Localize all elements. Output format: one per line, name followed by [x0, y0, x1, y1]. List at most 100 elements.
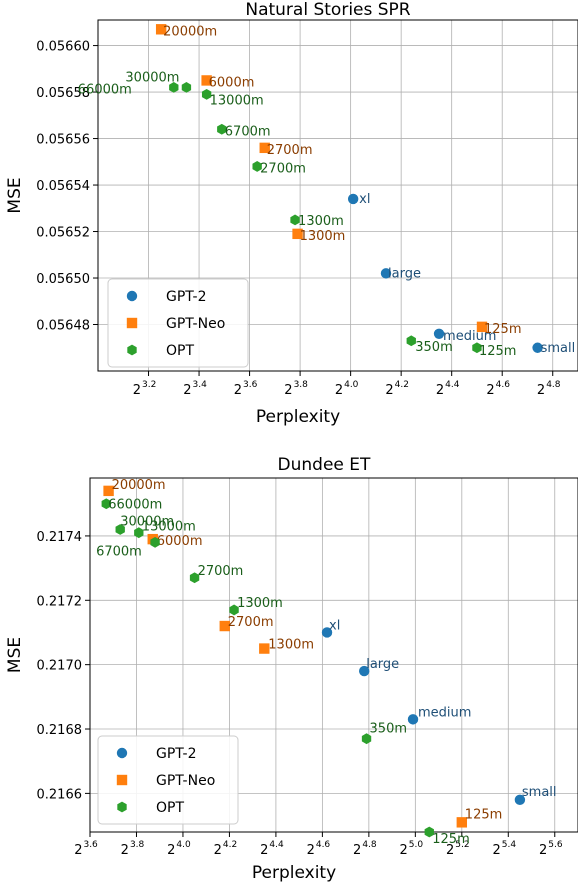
legend-box — [97, 735, 239, 825]
point-label-opt-6700m: 6700m — [225, 124, 271, 139]
x-tick-label: 23.6 — [74, 840, 98, 858]
point-gpt-2-large — [380, 268, 392, 279]
legend-label-gpt-neo: GPT-Neo — [166, 316, 225, 332]
point-label-gpt-neo-20000m: 20000m — [163, 24, 217, 39]
y-tick-label: 0.2170 — [37, 659, 83, 674]
y-tick-label: 0.2172 — [37, 594, 83, 609]
point-gpt-2-xl — [347, 193, 359, 205]
point-opt-125m — [472, 342, 482, 354]
point-gpt-neo-2700m — [219, 620, 230, 632]
y-tick-label: 0.05660 — [36, 40, 90, 55]
point-label-gpt-neo-1300m: 1300m — [268, 638, 314, 653]
point-label-gpt-neo-125m: 125m — [484, 322, 521, 337]
y-tick-label: 0.2174 — [37, 530, 83, 545]
x-tick-label: 24.6 — [486, 380, 510, 398]
point-label-opt-1300m: 1300m — [298, 214, 344, 229]
point-label-gpt-neo-1300m: 1300m — [300, 229, 346, 244]
chart-dundee: 23.6 23.8 24.0 24.2 24.4 24.6 24.8 25.0 25.2 25.4… — [5, 455, 578, 882]
point-label-opt-66000m: 66000m — [108, 498, 162, 513]
x-tick-label: 23.8 — [121, 840, 145, 858]
point-opt-2700m — [189, 572, 200, 584]
plot-frame — [97, 19, 578, 372]
point-label-opt-13000m: 13000m — [142, 520, 196, 535]
point-gpt-2-medium — [407, 714, 419, 725]
x-tick-label: 24.0 — [167, 840, 191, 858]
point-gpt-2-small — [532, 342, 543, 353]
point-opt-13000m — [201, 88, 212, 100]
legend-marker-gpt-neo — [126, 317, 138, 329]
x-tick-label: 24.8 — [353, 840, 377, 858]
point-label-gpt-2-xl: xl — [359, 192, 370, 207]
legend-marker-opt — [127, 344, 137, 356]
point-opt-30000m — [115, 524, 125, 535]
point-opt-350m — [361, 733, 372, 745]
point-label-opt-13000m: 13000m — [210, 93, 264, 108]
legend: GPT-2 GPT-Neo OPT — [97, 735, 239, 825]
point-opt-125m — [424, 826, 434, 838]
point-label-gpt-2-xl: xl — [329, 618, 340, 633]
y-tick-label: 0.2166 — [37, 787, 83, 802]
point-label-opt-2700m: 2700m — [198, 564, 244, 579]
point-gpt-neo-2700m — [259, 142, 270, 154]
x-tick-label: 23.2 — [133, 380, 157, 398]
y-axis-label: MSE — [5, 177, 25, 213]
point-gpt-neo-1300m — [259, 643, 270, 654]
point-gpt-neo-20000m — [103, 485, 114, 497]
y-tick-label: 0.05654 — [36, 179, 90, 194]
legend-box — [107, 278, 249, 368]
legend-label-opt: OPT — [156, 800, 184, 816]
point-label-gpt-neo-20000m: 20000m — [112, 478, 166, 493]
point-opt-2700m — [252, 161, 262, 172]
y-tick-label: 0.05656 — [36, 133, 90, 148]
legend-marker-gpt-2 — [116, 747, 128, 759]
point-label-opt-125m: 125m — [432, 832, 469, 847]
point-gpt-2-small — [514, 794, 526, 806]
x-tick-label: 24.0 — [335, 380, 359, 398]
point-opt-6700m — [217, 123, 227, 135]
point-opt-66000m — [169, 82, 179, 93]
x-tick-label: 25.6 — [539, 840, 563, 858]
y-tick-label: 0.05650 — [36, 272, 90, 287]
point-label-gpt-2-large: large — [388, 266, 421, 281]
x-tick-label: 24.4 — [260, 840, 284, 858]
x-tick-label: 24.6 — [307, 840, 331, 858]
point-gpt-neo-125m — [456, 817, 468, 828]
point-opt-6700m — [150, 536, 160, 548]
point-label-opt-125m: 125m — [479, 344, 516, 359]
x-tick-label: 24.2 — [214, 840, 238, 858]
point-label-gpt-neo-2700m: 2700m — [267, 143, 313, 158]
point-label-gpt-neo-6000m: 6000m — [157, 534, 203, 549]
point-gpt-2-medium — [433, 328, 445, 340]
point-label-gpt-2-medium: medium — [443, 329, 496, 344]
point-label-gpt-2-small: small — [522, 785, 557, 800]
point-label-opt-30000m: 30000m — [120, 514, 174, 529]
x-tick-label: 23.6 — [234, 380, 258, 398]
point-label-gpt-neo-2700m: 2700m — [228, 615, 274, 630]
legend-marker-gpt-2 — [126, 290, 138, 302]
x-axis-label: Perplexity — [252, 863, 336, 882]
x-tick-label: 24.8 — [537, 380, 561, 398]
point-label-gpt-2-small: small — [541, 341, 576, 356]
legend: GPT-2 GPT-Neo OPT — [107, 278, 249, 368]
point-label-gpt-2-medium: medium — [418, 705, 471, 720]
point-label-opt-350m: 350m — [370, 722, 407, 737]
y-tick-label: 0.05648 — [36, 319, 90, 334]
y-tick-label: 0.05658 — [36, 86, 90, 101]
chart-title: Natural Stories SPR — [245, 0, 410, 20]
x-axis-label: Perplexity — [256, 407, 340, 427]
x-tick-label: 24.4 — [436, 380, 460, 398]
y-axis-label: MSE — [5, 637, 25, 673]
plot-frame — [89, 477, 578, 833]
x-tick-label: 25.4 — [492, 840, 516, 858]
point-label-opt-66000m: 66000m — [78, 82, 132, 97]
x-tick-label: 23.8 — [284, 380, 308, 398]
point-label-opt-2700m: 2700m — [260, 161, 306, 176]
legend-marker-gpt-neo — [116, 774, 128, 786]
point-label-gpt-2-large: large — [366, 657, 399, 672]
point-label-opt-30000m: 30000m — [125, 70, 179, 85]
legend-label-gpt-2: GPT-2 — [166, 289, 207, 305]
point-gpt-neo-1300m — [292, 228, 303, 240]
point-label-gpt-neo-125m: 125m — [465, 807, 502, 822]
point-gpt-2-large — [359, 665, 370, 677]
